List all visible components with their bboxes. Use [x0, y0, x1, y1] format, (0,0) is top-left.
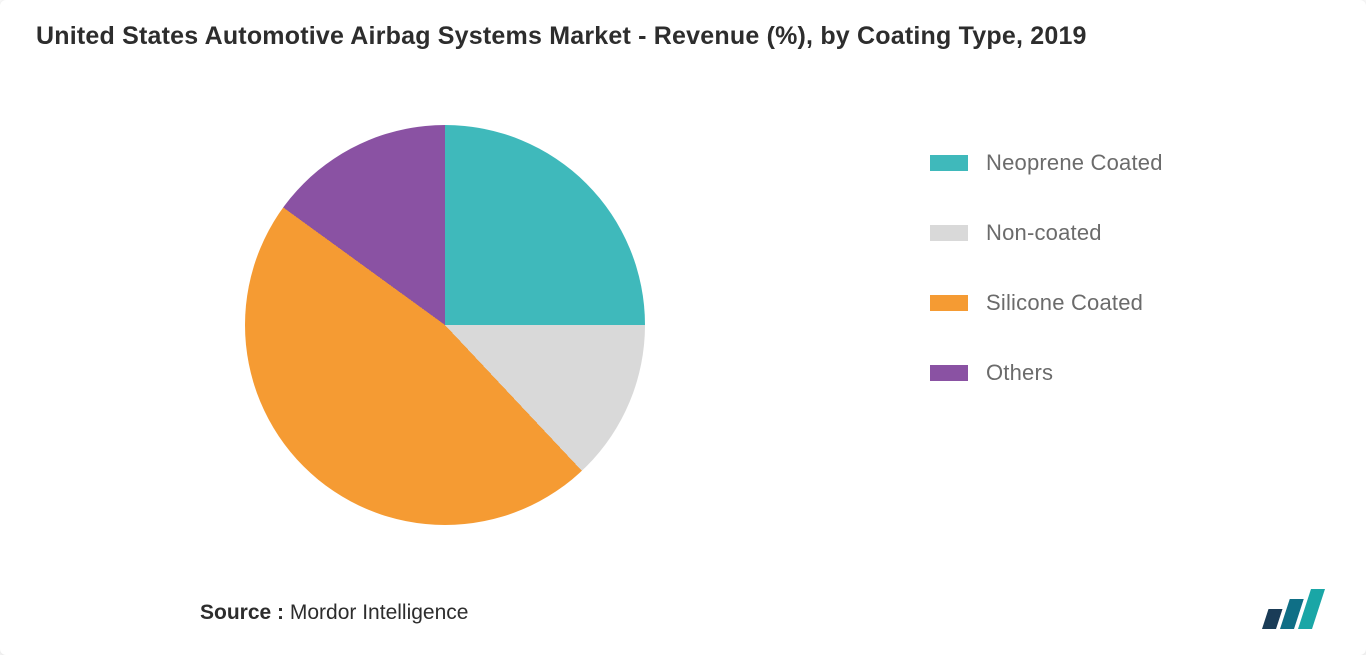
legend-item: Neoprene Coated	[930, 150, 1310, 176]
pie-chart	[245, 125, 645, 525]
legend-swatch	[930, 365, 968, 381]
legend-item: Silicone Coated	[930, 290, 1310, 316]
legend-label: Silicone Coated	[986, 290, 1143, 316]
source-attribution: Source : Mordor Intelligence	[200, 601, 468, 625]
mordor-intelligence-logo	[1252, 585, 1330, 631]
legend-item: Non-coated	[930, 220, 1310, 246]
legend-label: Non-coated	[986, 220, 1102, 246]
legend-label: Neoprene Coated	[986, 150, 1163, 176]
legend: Neoprene Coated Non-coated Silicone Coated…	[930, 150, 1310, 430]
source-key: Source :	[200, 601, 284, 624]
legend-swatch	[930, 155, 968, 171]
pie-chart-area	[0, 90, 890, 560]
legend-swatch	[930, 295, 968, 311]
chart-card: United States Automotive Airbag Systems …	[0, 0, 1366, 655]
legend-item: Others	[930, 360, 1310, 386]
legend-label: Others	[986, 360, 1053, 386]
legend-swatch	[930, 225, 968, 241]
chart-title: United States Automotive Airbag Systems …	[36, 22, 1330, 51]
source-value: Mordor Intelligence	[290, 601, 469, 624]
pie-wrap	[245, 125, 645, 525]
